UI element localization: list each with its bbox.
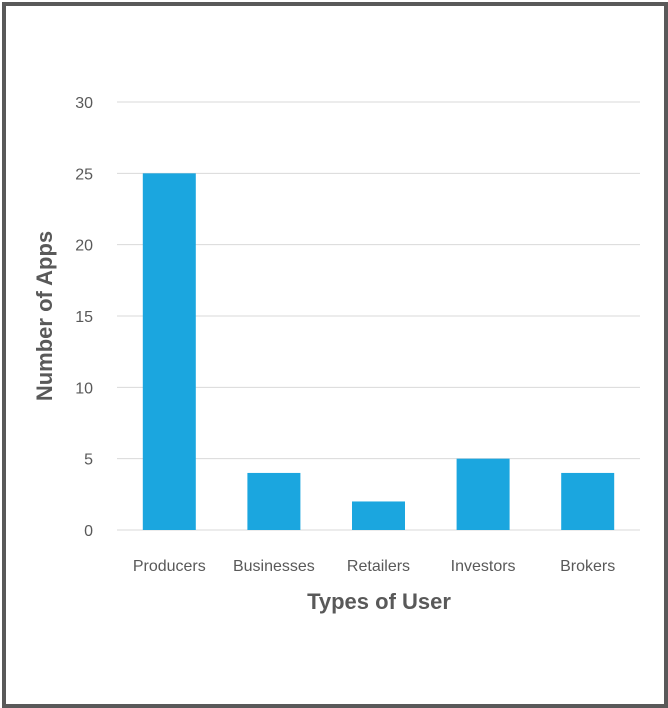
bar-brokers bbox=[561, 472, 615, 530]
y-tick-label: 20 bbox=[75, 238, 93, 255]
bar-businesses bbox=[247, 472, 301, 530]
x-tick-label-investors: Investors bbox=[451, 558, 516, 575]
x-tick-label-brokers: Brokers bbox=[560, 558, 615, 575]
bar-retailers bbox=[352, 501, 405, 530]
x-tick-label-producers: Producers bbox=[133, 558, 206, 575]
y-tick-label: 25 bbox=[75, 166, 93, 183]
x-tick-label-businesses: Businesses bbox=[233, 558, 315, 575]
bar-investors bbox=[456, 458, 510, 530]
bar-producers bbox=[142, 173, 196, 531]
gridlines bbox=[117, 101, 640, 531]
y-tick-label: 0 bbox=[84, 523, 93, 540]
y-tick-label: 30 bbox=[75, 95, 93, 112]
x-tick-label-retailers: Retailers bbox=[347, 558, 410, 575]
x-axis-title: Types of User bbox=[307, 589, 451, 614]
y-tick-label: 10 bbox=[75, 380, 93, 397]
y-tick-label: 15 bbox=[75, 309, 93, 326]
bars bbox=[142, 173, 615, 531]
y-axis-title: Number of Apps bbox=[32, 231, 57, 401]
y-tick-label: 5 bbox=[84, 452, 93, 469]
y-axis-ticks: 0 5 10 15 20 25 30 bbox=[75, 95, 93, 540]
x-axis-ticks: Producers Businesses Retailers Investors Bro… bbox=[133, 558, 615, 575]
